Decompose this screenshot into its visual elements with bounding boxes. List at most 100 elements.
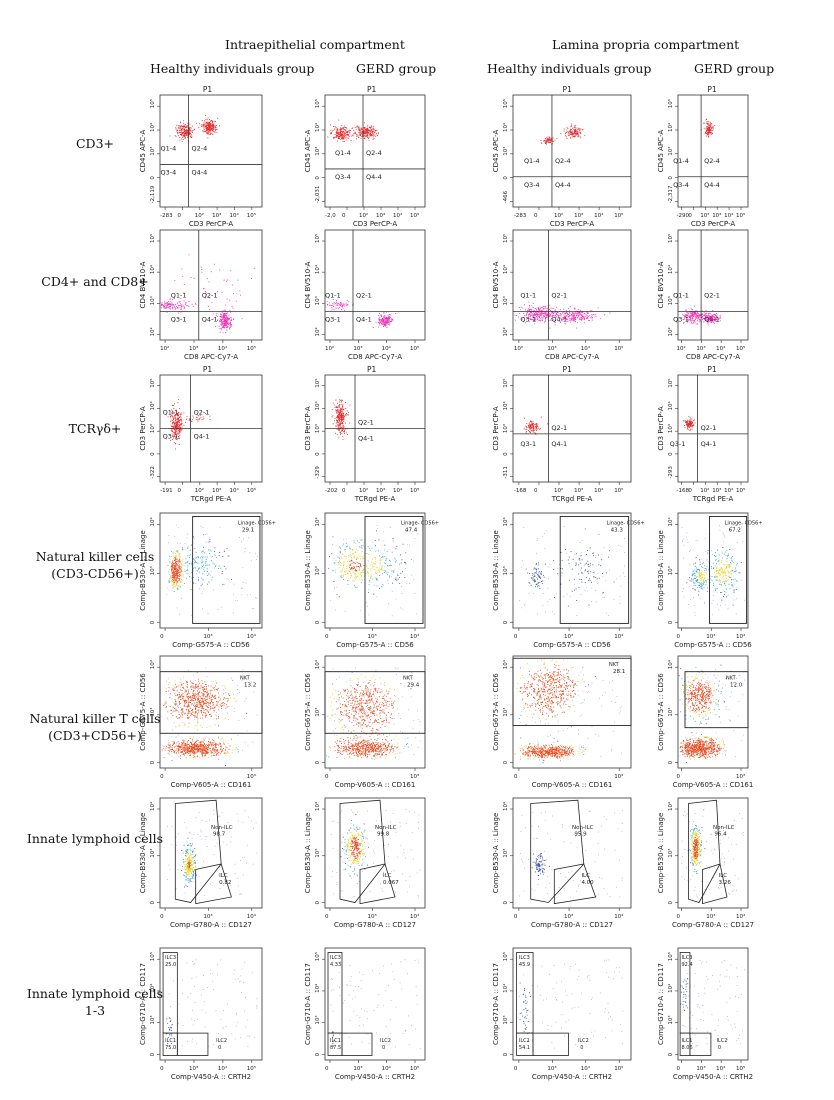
data-point: [523, 313, 524, 314]
data-point: [547, 423, 548, 424]
data-point: [706, 310, 707, 311]
data-point: [214, 568, 215, 569]
data-point: [564, 129, 565, 130]
data-point: [187, 548, 188, 549]
data-point: [691, 320, 692, 321]
data-point: [183, 123, 184, 124]
data-point: [598, 564, 599, 565]
data-point: [587, 550, 588, 551]
data-point: [519, 313, 520, 314]
data-points: [519, 526, 625, 616]
data-point: [173, 585, 174, 586]
data-point: [540, 308, 541, 309]
data-point: [366, 135, 367, 136]
data-point: [181, 420, 182, 421]
data-point: [345, 549, 346, 550]
data-point: [590, 563, 591, 564]
data-point: [222, 323, 223, 324]
data-point: [530, 422, 531, 423]
data-point: [543, 308, 544, 309]
quadrant-label: Q4-1: [358, 435, 374, 443]
data-point: [201, 126, 202, 127]
data-point: [180, 126, 181, 127]
data-point: [184, 284, 185, 285]
data-point: [541, 417, 542, 418]
data-point: [173, 568, 174, 569]
data-point: [365, 129, 366, 130]
data-point: [587, 312, 588, 313]
data-point: [230, 322, 231, 323]
data-point: [342, 407, 343, 408]
data-point: [332, 544, 333, 545]
data-points: [541, 124, 586, 146]
data-point: [707, 134, 708, 135]
data-point: [535, 572, 536, 573]
data-point: [195, 558, 196, 559]
data-point: [580, 318, 581, 319]
data-point: [387, 551, 388, 552]
data-point: [209, 549, 210, 550]
data-point: [161, 307, 162, 308]
data-point: [194, 563, 195, 564]
data-point: [695, 313, 696, 314]
data-point: [566, 138, 567, 139]
data-point: [337, 129, 338, 130]
y-tick-label: 10⁴: [149, 264, 156, 274]
data-point: [195, 561, 196, 562]
data-point: [339, 418, 340, 419]
data-point: [569, 315, 570, 316]
data-point: [383, 323, 384, 324]
data-point: [176, 429, 177, 430]
data-point: [194, 559, 195, 560]
data-point: [596, 314, 597, 315]
data-point: [345, 130, 346, 131]
data-point: [579, 579, 580, 580]
data-point: [367, 134, 368, 135]
data-point: [180, 562, 181, 563]
data-point: [346, 132, 347, 133]
data-point: [364, 127, 365, 128]
y-tick-label: 0: [503, 176, 509, 180]
data-point: [180, 432, 181, 433]
data-point: [549, 305, 550, 306]
data-point: [569, 557, 570, 558]
data-point: [203, 124, 204, 125]
data-point: [178, 571, 179, 572]
data-point: [575, 308, 576, 309]
quadrant-label: Q2-1: [194, 409, 210, 417]
x-axis-label: Comp-G575-A :: CD56: [336, 641, 414, 649]
x-axis-label: CD3 PerCP-A: [189, 220, 233, 228]
data-point: [251, 278, 252, 279]
data-point: [576, 315, 577, 316]
data-point: [185, 543, 186, 544]
data-point: [370, 569, 371, 570]
data-point: [542, 319, 543, 320]
quadrant-label: Q1-4: [335, 149, 351, 157]
data-point: [211, 579, 212, 580]
data-point: [710, 132, 711, 133]
data-point: [705, 133, 706, 134]
data-point: [223, 314, 224, 315]
data-point: [184, 583, 185, 584]
y-tick-label: 10⁵: [314, 234, 321, 243]
y-tick-label: 10²: [314, 327, 321, 336]
data-point: [539, 582, 540, 583]
data-point: [584, 135, 585, 136]
data-point: [370, 131, 371, 132]
data-point: [226, 322, 227, 323]
flow-plot-r2-c1: P1Q2-1Q4-1-202 0 10² 10³ 10⁴ 10⁵-329010³10⁴10…: [304, 365, 425, 503]
data-point: [179, 137, 180, 138]
data-point: [416, 614, 417, 615]
data-point: [220, 324, 221, 325]
data-point: [691, 323, 692, 324]
data-point: [691, 425, 692, 426]
data-point: [206, 559, 207, 560]
data-point: [178, 430, 179, 431]
data-point: [175, 553, 176, 554]
data-point: [693, 424, 694, 425]
data-point: [346, 546, 347, 547]
data-point: [559, 564, 560, 565]
data-point: [345, 572, 346, 573]
data-point: [369, 127, 370, 128]
data-point: [345, 133, 346, 134]
